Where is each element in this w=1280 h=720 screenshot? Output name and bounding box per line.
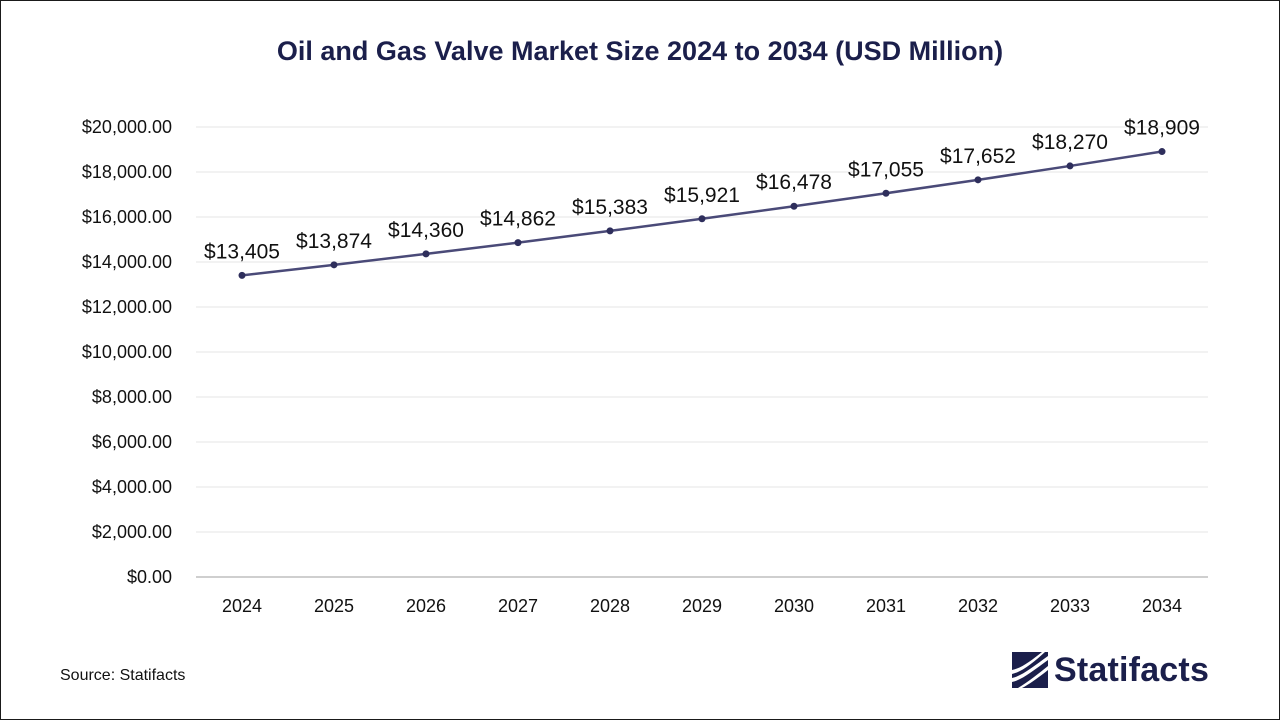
y-tick-label: $16,000.00 — [82, 207, 172, 227]
data-label: $14,862 — [480, 208, 556, 231]
data-label: $18,909 — [1124, 117, 1200, 140]
data-point — [1066, 162, 1074, 170]
x-tick-label: 2033 — [1050, 596, 1090, 616]
y-tick-label: $14,000.00 — [82, 252, 172, 272]
data-labels: $13,405 $13,874 $14,360 $14,862 $15,383 $15,9… — [204, 117, 1200, 264]
y-tick-label: $4,000.00 — [92, 477, 172, 497]
x-tick-label: 2034 — [1142, 596, 1182, 616]
data-point — [330, 261, 338, 269]
x-tick-label: 2032 — [958, 596, 998, 616]
statifacts-logo-icon — [1012, 652, 1048, 688]
data-label: $17,055 — [848, 158, 924, 181]
y-tick-label: $18,000.00 — [82, 162, 172, 182]
x-tick-label: 2025 — [314, 596, 354, 616]
x-tick-label: 2028 — [590, 596, 630, 616]
brand-logo: Statifacts — [1012, 650, 1209, 690]
x-tick-label: 2027 — [498, 596, 538, 616]
data-point — [698, 215, 706, 223]
data-point — [238, 271, 246, 279]
y-axis-ticks: $0.00 $2,000.00 $4,000.00 $6,000.00 $8,000.0… — [82, 117, 172, 587]
y-tick-label: $8,000.00 — [92, 387, 172, 407]
series-line — [241, 150, 1163, 277]
data-label: $15,383 — [572, 196, 648, 219]
y-tick-label: $2,000.00 — [92, 522, 172, 542]
y-tick-label: $6,000.00 — [92, 432, 172, 452]
x-tick-label: 2031 — [866, 596, 906, 616]
data-label: $17,652 — [940, 145, 1016, 168]
series-line-group — [241, 150, 1163, 277]
source-note: Source: Statifacts — [60, 667, 186, 684]
data-label: $15,921 — [664, 184, 740, 207]
y-tick-label: $20,000.00 — [82, 117, 172, 137]
data-label: $14,360 — [388, 219, 464, 242]
data-label: $18,270 — [1032, 131, 1108, 154]
y-tick-label: $0.00 — [127, 567, 172, 587]
y-tick-label: $10,000.00 — [82, 342, 172, 362]
data-label: $13,405 — [204, 240, 280, 263]
x-tick-label: 2024 — [222, 596, 262, 616]
x-tick-label: 2029 — [682, 596, 722, 616]
data-point — [790, 202, 798, 210]
x-tick-label: 2026 — [406, 596, 446, 616]
data-point — [514, 239, 522, 247]
x-tick-label: 2030 — [774, 596, 814, 616]
data-point — [882, 189, 890, 197]
chart-title: Oil and Gas Valve Market Size 2024 to 20… — [276, 36, 1004, 66]
brand-name: Statifacts — [1054, 650, 1210, 689]
data-label: $16,478 — [756, 171, 832, 194]
data-point — [974, 176, 982, 184]
x-axis-ticks: 2024 2025 2026 2027 2028 2029 2030 2031 2032 2033… — [222, 596, 1182, 616]
y-tick-label: $12,000.00 — [82, 297, 172, 317]
gridlines — [196, 126, 1208, 578]
data-label: $13,874 — [296, 230, 372, 253]
data-point — [606, 227, 614, 235]
series-markers — [238, 148, 1166, 279]
data-point — [1158, 148, 1166, 156]
data-point — [422, 250, 430, 258]
